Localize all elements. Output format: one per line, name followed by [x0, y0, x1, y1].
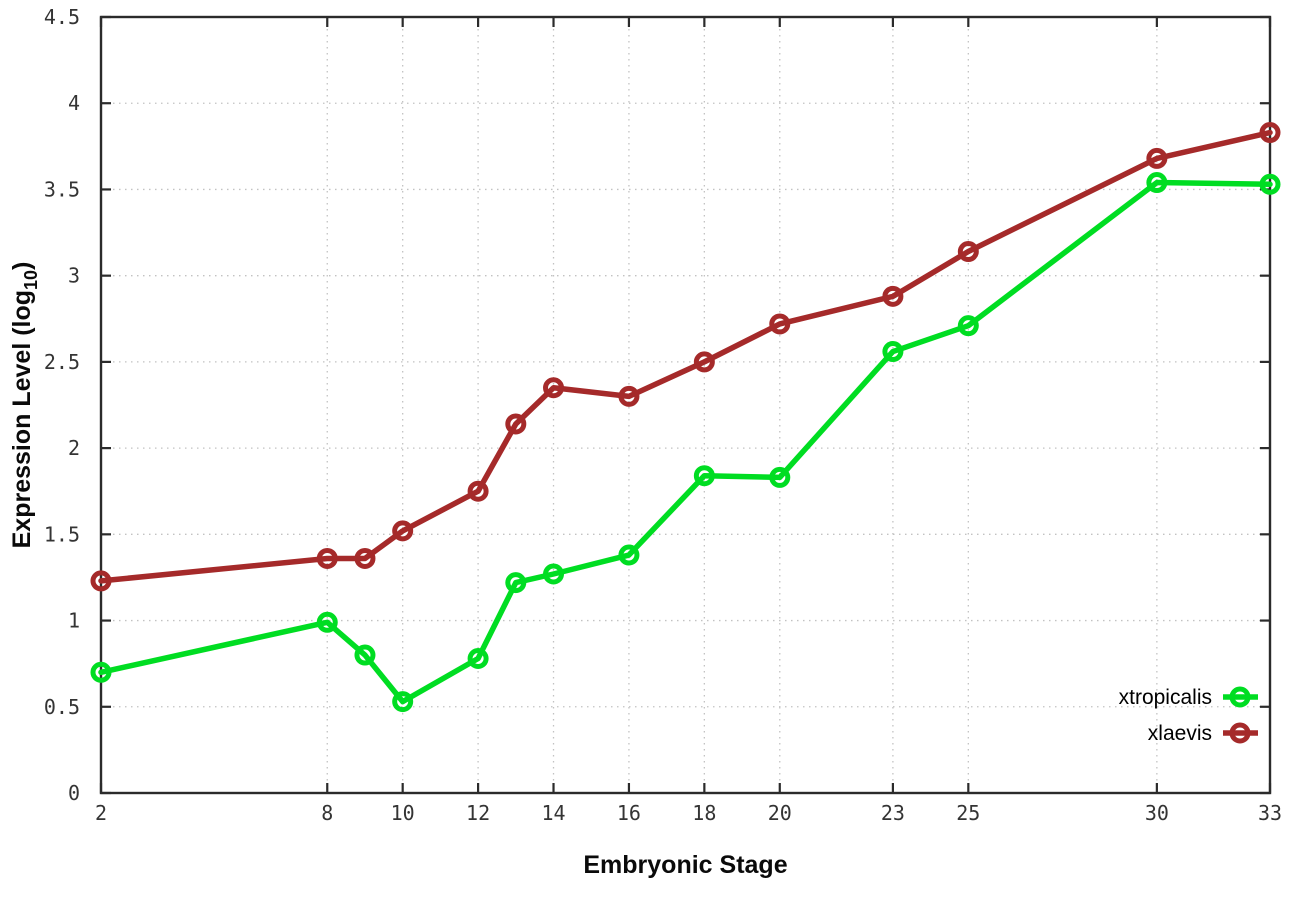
series-marker-xtropicalis	[769, 466, 791, 488]
series-marker-xtropicalis	[618, 544, 640, 566]
series-marker-xlaevis	[90, 570, 112, 592]
y-tick-label: 1.5	[44, 522, 80, 546]
plot-border	[99, 15, 1272, 795]
series-marker-xtropicalis	[505, 572, 527, 594]
series-marker-xlaevis	[354, 547, 376, 569]
legend-label-xlaevis: xlaevis	[1148, 722, 1212, 745]
series-line-xtropicalis	[98, 179, 1273, 705]
x-tick-label: 23	[881, 801, 905, 825]
x-axis-title: Embryonic Stage	[583, 851, 787, 879]
y-tick-label: 0.5	[44, 695, 80, 719]
series-line-xlaevis	[98, 129, 1273, 584]
series-marker-xlaevis	[316, 547, 338, 569]
y-tick-label: 4.5	[44, 5, 80, 29]
series-marker-xtropicalis	[90, 661, 112, 683]
y-tick-label: 1	[68, 609, 80, 633]
x-tick-label: 18	[692, 801, 716, 825]
series-marker-xlaevis	[957, 241, 979, 263]
series-marker-xlaevis	[769, 313, 791, 335]
y-tick-label: 3	[68, 264, 80, 288]
series-marker-xtropicalis	[882, 341, 904, 363]
series-marker-xlaevis	[1259, 122, 1281, 144]
y-tick-label: 4	[68, 91, 80, 115]
y-tick-label: 0	[68, 781, 80, 805]
y-axis-title: Expression Level (log10)	[8, 262, 41, 549]
series-marker-xlaevis	[505, 413, 527, 435]
x-tick-label: 12	[466, 801, 490, 825]
x-tick-label: 20	[768, 801, 792, 825]
x-tick-label: 33	[1258, 801, 1282, 825]
series-marker-xlaevis	[1146, 147, 1168, 169]
y-tick-label: 3.5	[44, 177, 80, 201]
series-marker-xtropicalis	[543, 563, 565, 585]
x-tick-label: 2	[95, 801, 107, 825]
series-marker-xtropicalis	[467, 647, 489, 669]
legend-marker-xtropicalis	[1229, 686, 1251, 708]
y-tick-label: 2	[68, 436, 80, 460]
series-marker-xtropicalis	[354, 644, 376, 666]
x-tick-label: 30	[1145, 801, 1169, 825]
x-tick-label: 10	[391, 801, 415, 825]
x-tick-label: 8	[321, 801, 333, 825]
series-marker-xlaevis	[618, 385, 640, 407]
series-marker-xtropicalis	[693, 465, 715, 487]
legend-marker-xlaevis	[1229, 722, 1251, 744]
series-marker-xtropicalis	[392, 691, 414, 713]
x-tick-label: 16	[617, 801, 641, 825]
series-marker-xlaevis	[882, 285, 904, 307]
series-marker-xtropicalis	[957, 315, 979, 337]
series-marker-xtropicalis	[1146, 172, 1168, 194]
legend-label-xtropicalis: xtropicalis	[1119, 686, 1212, 709]
series-marker-xtropicalis	[1259, 173, 1281, 195]
y-tick-label: 2.5	[44, 350, 80, 374]
series-marker-xlaevis	[392, 520, 414, 542]
x-tick-label: 14	[541, 801, 565, 825]
series-marker-xlaevis	[467, 480, 489, 502]
series-marker-xlaevis	[693, 351, 715, 373]
x-tick-label: 25	[956, 801, 980, 825]
series-marker-xlaevis	[543, 377, 565, 399]
series-marker-xtropicalis	[316, 611, 338, 633]
